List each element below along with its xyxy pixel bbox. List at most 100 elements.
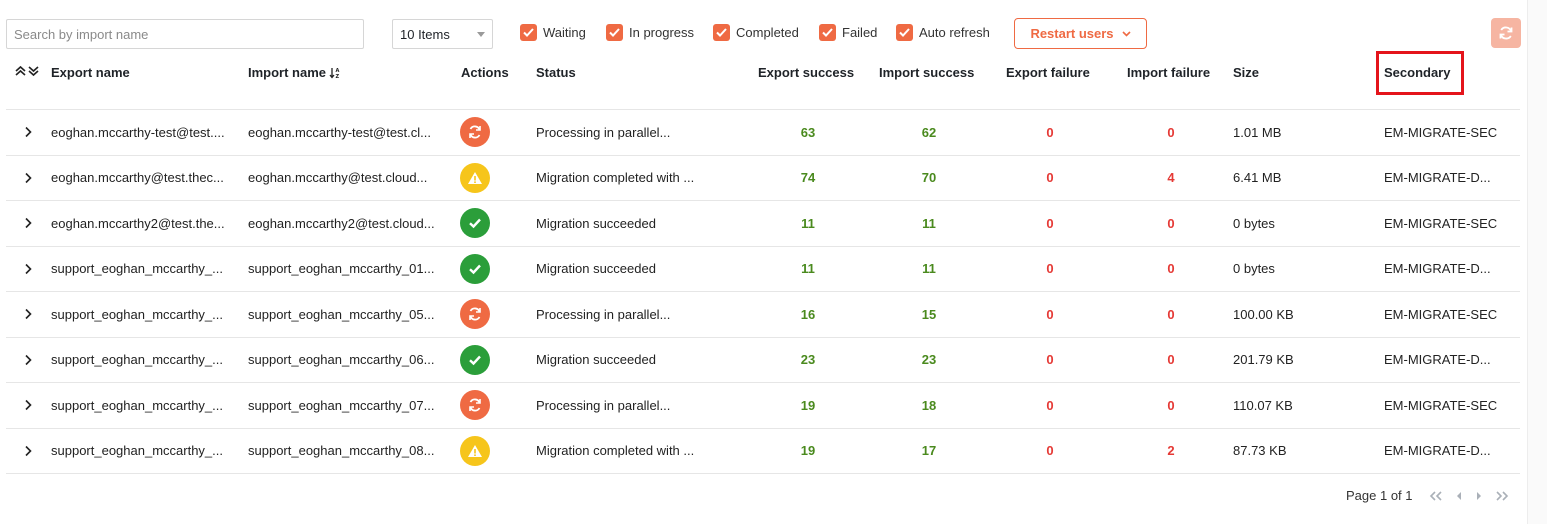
expand-collapse-icon[interactable] (14, 65, 44, 77)
col-label: Import success (879, 65, 975, 80)
search-input[interactable] (6, 19, 364, 49)
check-icon[interactable] (520, 24, 537, 41)
success-icon[interactable] (460, 344, 490, 375)
export-name-cell: eoghan.mccarthy@test.thec... (51, 170, 224, 186)
import-name-cell: eoghan.mccarthy-test@test.cl... (248, 124, 431, 140)
restart-users-button[interactable]: Restart users (1014, 18, 1147, 49)
chevron-right-icon[interactable] (20, 201, 36, 246)
action-cell[interactable] (460, 247, 494, 292)
processing-icon[interactable] (460, 117, 490, 148)
table-row[interactable]: eoghan.mccarthy-test@test.... eoghan.mcca… (6, 110, 1520, 156)
chevron-right-icon[interactable] (20, 156, 36, 201)
refresh-button[interactable] (1491, 18, 1521, 48)
filter-failed[interactable]: Failed (819, 24, 877, 41)
items-per-page-select[interactable]: 10 Items (392, 19, 493, 49)
action-cell[interactable] (460, 110, 494, 155)
status-cell: Migration succeeded (536, 215, 656, 231)
check-icon[interactable] (713, 24, 730, 41)
export-failure-cell: 0 (1046, 306, 1054, 322)
check-icon[interactable] (606, 24, 623, 41)
expand-collapse-all[interactable] (14, 65, 44, 77)
export-name-cell: eoghan.mccarthy2@test.the... (51, 215, 225, 231)
filter-label: In progress (629, 25, 695, 40)
col-label: Actions (461, 65, 509, 80)
table-row[interactable]: support_eoghan_mccarthy_... support_eogha… (6, 292, 1520, 338)
processing-icon[interactable] (460, 390, 490, 421)
prev-page-icon[interactable] (1455, 491, 1463, 501)
table-row[interactable]: support_eoghan_mccarthy_... support_eogha… (6, 429, 1520, 474)
col-import-failure[interactable]: Import failure (1127, 65, 1210, 80)
col-export-failure[interactable]: Export failure (1006, 65, 1090, 80)
import-failure-cell: 4 (1167, 170, 1175, 186)
secondary-cell: EM-MIGRATE-SEC (1384, 215, 1498, 231)
pagination: Page 1 of 1 (1346, 488, 1509, 503)
status-cell: Processing in parallel... (536, 306, 671, 322)
filter-label: Waiting (543, 25, 586, 40)
col-import-success[interactable]: Import success (879, 65, 974, 80)
filter-completed[interactable]: Completed (713, 24, 799, 41)
page-label: Page 1 of 1 (1346, 488, 1413, 503)
action-cell[interactable] (460, 156, 494, 201)
action-cell[interactable] (460, 338, 494, 383)
col-secondary[interactable]: Secondary (1384, 65, 1450, 80)
chevron-right-icon[interactable] (20, 247, 36, 292)
filter-auto-refresh[interactable]: Auto refresh (896, 24, 990, 41)
sort-icon[interactable]: AZ (329, 67, 341, 79)
chevron-right-icon[interactable] (20, 338, 36, 383)
secondary-cell: EM-MIGRATE-D... (1384, 170, 1491, 186)
chevron-right-icon[interactable] (20, 429, 36, 474)
chevron-right-icon[interactable] (20, 292, 36, 337)
last-page-icon[interactable] (1495, 490, 1509, 501)
success-icon[interactable] (460, 208, 490, 239)
warning-icon[interactable] (460, 435, 490, 466)
export-failure-cell: 0 (1046, 261, 1054, 277)
chevron-right-icon[interactable] (20, 110, 36, 155)
check-icon[interactable] (896, 24, 913, 41)
filter-in-progress[interactable]: In progress (606, 24, 694, 41)
export-name-cell: support_eoghan_mccarthy_... (51, 397, 223, 413)
refresh-icon (1499, 26, 1513, 40)
size-cell: 100.00 KB (1233, 306, 1294, 322)
chevron-right-icon[interactable] (20, 383, 36, 428)
processing-icon[interactable] (460, 299, 490, 330)
next-page-icon[interactable] (1475, 491, 1483, 501)
warning-icon[interactable] (460, 162, 490, 193)
table-row[interactable]: eoghan.mccarthy@test.thec... eoghan.mccar… (6, 156, 1520, 201)
table-row[interactable]: eoghan.mccarthy2@test.the... eoghan.mccar… (6, 201, 1520, 247)
export-success-cell: 63 (800, 124, 816, 140)
col-status[interactable]: Status (536, 65, 576, 80)
table-body: eoghan.mccarthy-test@test.... eoghan.mcca… (6, 110, 1520, 474)
import-success-cell: 23 (921, 352, 937, 368)
check-icon[interactable] (819, 24, 836, 41)
import-success-cell: 70 (921, 170, 937, 186)
col-label: Size (1233, 65, 1260, 80)
secondary-highlight-box (1376, 51, 1464, 95)
filter-label: Failed (842, 25, 878, 40)
import-name-cell: eoghan.mccarthy2@test.cloud... (248, 215, 435, 231)
filter-waiting[interactable]: Waiting (520, 24, 586, 41)
success-icon[interactable] (460, 253, 490, 284)
import-name-cell: support_eoghan_mccarthy_05... (248, 306, 435, 322)
table-row[interactable]: support_eoghan_mccarthy_... support_eogha… (6, 338, 1520, 383)
import-failure-cell: 0 (1167, 261, 1175, 277)
export-success-cell: 11 (801, 261, 815, 277)
page-scrollbar[interactable] (1527, 0, 1547, 524)
col-export-name[interactable]: Export name (51, 65, 130, 80)
size-cell: 201.79 KB (1233, 352, 1294, 368)
import-name-cell: support_eoghan_mccarthy_06... (248, 352, 435, 368)
col-size[interactable]: Size (1233, 65, 1259, 80)
table-row[interactable]: support_eoghan_mccarthy_... support_eogha… (6, 247, 1520, 292)
first-page-icon[interactable] (1429, 490, 1443, 501)
export-failure-cell: 0 (1046, 124, 1054, 140)
action-cell[interactable] (460, 383, 494, 428)
col-export-success[interactable]: Export success (758, 65, 854, 80)
import-name-cell: support_eoghan_mccarthy_07... (248, 397, 435, 413)
action-cell[interactable] (460, 429, 494, 474)
action-cell[interactable] (460, 201, 494, 246)
export-name-cell: support_eoghan_mccarthy_... (51, 261, 223, 277)
action-cell[interactable] (460, 292, 494, 337)
table-row[interactable]: support_eoghan_mccarthy_... support_eogha… (6, 383, 1520, 429)
svg-text:Z: Z (336, 74, 340, 79)
svg-text:A: A (336, 68, 340, 74)
